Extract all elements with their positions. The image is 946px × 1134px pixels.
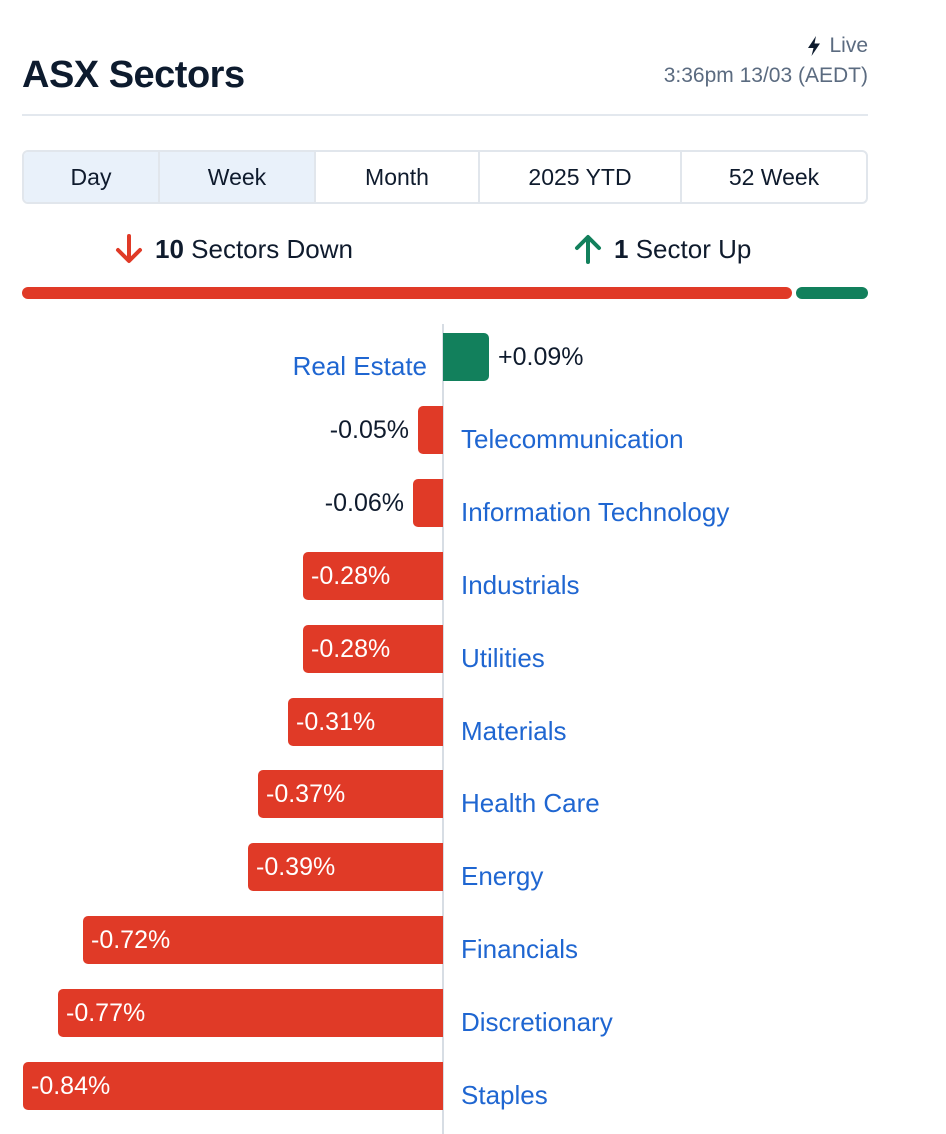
balance-up-segment (796, 287, 868, 299)
tab-week[interactable]: Week (160, 152, 316, 202)
sectors-up-summary: 1 Sector Up (572, 232, 751, 266)
tab-2025-ytd[interactable]: 2025 YTD (480, 152, 682, 202)
arrow-up-icon (575, 235, 601, 264)
tab-month[interactable]: Month (316, 152, 480, 202)
sector-link-energy[interactable]: Energy (461, 861, 544, 892)
sector-link-health-care[interactable]: Health Care (461, 788, 600, 819)
bar-staples (23, 1062, 443, 1110)
page-title: ASX Sectors (22, 54, 245, 96)
sector-link-discretionary[interactable]: Discretionary (461, 1007, 613, 1038)
sector-balance-bar (22, 287, 868, 299)
down-count: 10 (155, 233, 184, 264)
value-label: -0.72% (91, 926, 171, 955)
tab-day[interactable]: Day (24, 152, 160, 202)
tab-52-week-label: 52 Week (728, 163, 820, 190)
tab-week-label: Week (207, 163, 267, 190)
balance-down-segment (22, 287, 792, 299)
bar-financials (83, 916, 443, 965)
zero-axis (442, 324, 444, 1134)
tab-month-label: Month (365, 163, 429, 190)
sector-link-telecommunication[interactable]: Telecommunication (461, 423, 684, 454)
sector-link-staples[interactable]: Staples (461, 1080, 548, 1110)
bar-materials (288, 697, 443, 746)
value-label: -0.39% (256, 853, 336, 882)
bar-industrials (303, 551, 443, 600)
up-count: 1 (614, 233, 629, 264)
live-label: Live (829, 34, 868, 57)
bar-discretionary (58, 989, 443, 1038)
sector-link-financials[interactable]: Financials (461, 934, 579, 965)
value-label: -0.77% (66, 999, 146, 1028)
value-label: -0.28% (311, 561, 391, 590)
value-label: -0.06% (324, 488, 404, 517)
bar-real-estate (443, 333, 489, 381)
sectors-down-summary: 10 Sectors Down (113, 232, 353, 266)
down-label: Sectors Down (191, 233, 353, 264)
sector-link-real-estate[interactable]: Real Estate (292, 351, 427, 381)
tab-day-label: Day (70, 163, 112, 190)
value-label: -0.31% (296, 707, 376, 736)
up-label: Sector Up (635, 233, 752, 264)
header: ASX Sectors Live 3:36pm 13/03 (AEDT) (22, 30, 868, 116)
sector-link-industrials[interactable]: Industrials (461, 569, 580, 600)
bar-health-care (258, 770, 443, 819)
value-label: -0.05% (329, 415, 409, 444)
arrow-down-icon (116, 234, 142, 263)
sector-link-materials[interactable]: Materials (461, 715, 567, 746)
sector-link-utilities[interactable]: Utilities (461, 642, 545, 673)
timestamp: 3:36pm 13/03 (AEDT) (663, 64, 868, 87)
live-indicator: Live (805, 34, 868, 58)
tab-2025-ytd-label: 2025 YTD (528, 163, 632, 190)
period-tabs: Day Week Month 2025 YTD 52 Week (22, 150, 868, 204)
value-label: -0.37% (266, 780, 346, 809)
lightning-bolt-icon (808, 36, 821, 56)
bar-telecommunication (418, 405, 443, 454)
sector-link-information-technology[interactable]: Information Technology (461, 496, 730, 527)
bar-energy (248, 843, 443, 892)
bar-information-technology (413, 478, 443, 527)
value-label: -0.28% (311, 634, 391, 663)
value-label: +0.09% (498, 343, 584, 371)
tab-52-week[interactable]: 52 Week (682, 152, 866, 202)
value-label: -0.84% (31, 1072, 111, 1100)
bar-utilities (303, 624, 443, 673)
